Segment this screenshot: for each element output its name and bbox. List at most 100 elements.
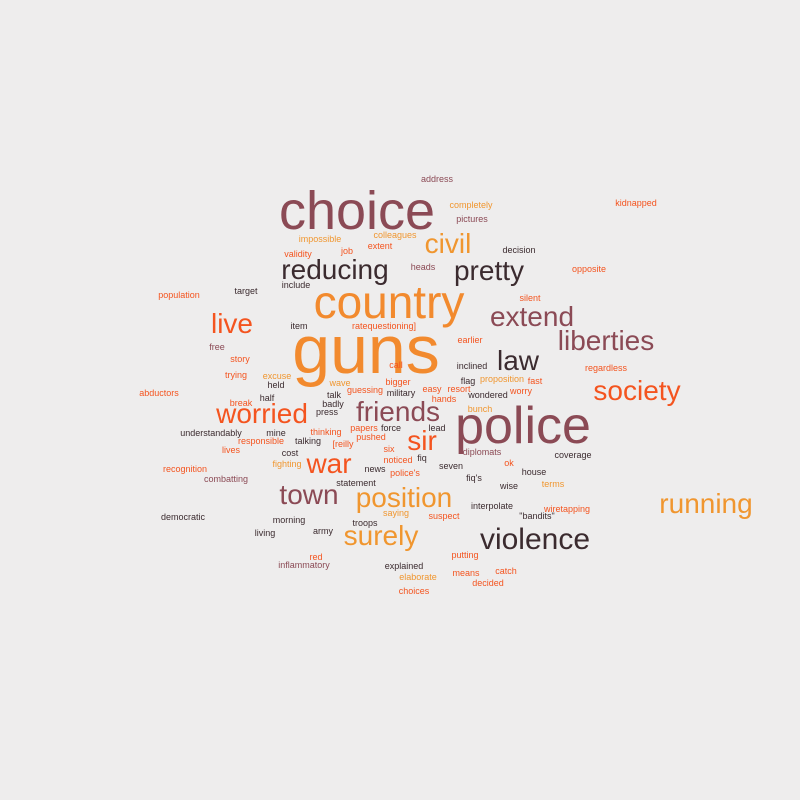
cloud-word: validity [284,249,312,259]
cloud-word: wiretapping [543,504,590,514]
cloud-word: fiq's [466,473,482,483]
cloud-word: violence [480,523,590,556]
cloud-word: troops [352,518,378,528]
cloud-word: wave [328,378,350,388]
cloud-word: guns [292,312,439,388]
cloud-word: heads [411,262,436,272]
cloud-word: army [313,526,333,536]
cloud-word: press [316,407,339,417]
cloud-word: combatting [204,474,248,484]
cloud-word: understandably [180,428,242,438]
cloud-word: talk [327,390,342,400]
cloud-word: target [234,286,258,296]
cloud-word: proposition [480,374,524,384]
cloud-word: putting [451,550,478,560]
cloud-word: cost [282,448,299,458]
cloud-word: bigger [385,377,410,387]
cloud-word: "bandits" [519,511,554,521]
cloud-word: position [356,482,453,513]
cloud-word: earlier [457,335,482,345]
cloud-word: abductors [139,388,179,398]
cloud-word: explained [385,561,424,571]
cloud-word: [reilly [332,439,354,449]
cloud-word: country [314,276,465,328]
cloud-word: interpolate [471,501,513,511]
cloud-word: talking [295,436,321,446]
cloud-word: extent [368,241,393,251]
cloud-word: red [309,552,322,562]
cloud-word: resort [447,384,471,394]
cloud-word: means [452,568,480,578]
cloud-word: held [267,380,284,390]
cloud-word: democratic [161,512,206,522]
cloud-word: living [255,528,276,538]
cloud-word: half [260,393,275,403]
cloud-word: badly [322,399,344,409]
cloud-word: suspect [428,511,460,521]
cloud-word: guessing [347,385,383,395]
cloud-word: society [593,375,680,406]
cloud-word: worried [215,398,308,429]
cloud-word: fighting [272,459,301,469]
cloud-word: friends [356,396,440,427]
cloud-word: ok [504,458,514,468]
cloud-word: seven [439,461,463,471]
cloud-word: ratequestioning] [352,321,416,331]
cloud-word: trying [225,370,247,380]
cloud-word: inclined [457,361,488,371]
cloud-word: papers [350,423,378,433]
cloud-word: diplomats [463,447,502,457]
cloud-word: completely [449,200,493,210]
cloud-word: police's [390,468,420,478]
cloud-word: free [209,342,225,352]
cloud-word: wondered [467,390,508,400]
cloud-word: house [522,467,547,477]
cloud-word: hands [432,394,457,404]
cloud-word: wise [499,481,518,491]
cloud-word: impossible [299,234,342,244]
cloud-word: statement [336,478,376,488]
cloud-word: sir [407,425,437,456]
cloud-word: recognition [163,464,207,474]
cloud-word: population [158,290,200,300]
cloud-word: inflammatory [278,560,330,570]
cloud-word: live [211,308,253,339]
cloud-word: running [659,488,752,519]
cloud-word: item [290,321,307,331]
cloud-word: colleagues [373,230,417,240]
cloud-word: war [305,448,351,479]
cloud-word: regardless [585,363,628,373]
cloud-word: terms [542,479,565,489]
cloud-word: choice [279,181,435,241]
cloud-word: bunch [468,404,493,414]
cloud-word: choices [399,586,430,596]
cloud-word: worry [509,386,532,396]
cloud-word: noticed [383,455,412,465]
cloud-word: job [340,246,353,256]
cloud-word: news [364,464,386,474]
cloud-word: police [455,397,591,455]
cloud-word: surely [344,520,419,551]
cloud-word: civil [425,228,472,259]
cloud-word: responsible [238,436,284,446]
cloud-word: reducing [281,254,388,285]
cloud-word: decision [502,245,535,255]
cloud-word: decided [472,578,504,588]
cloud-word: excuse [263,371,292,381]
cloud-word: force [381,423,401,433]
cloud-word: call [389,360,403,370]
cloud-word: military [387,388,416,398]
cloud-word: pushed [356,432,386,442]
word-cloud-words: guns choice country police violence runn… [139,174,752,596]
cloud-word: address [421,174,454,184]
cloud-word: fiq [417,453,427,463]
cloud-word: extend [490,301,574,332]
cloud-word: pretty [454,255,524,286]
cloud-word: silent [519,293,541,303]
cloud-word: liberties [558,325,654,356]
cloud-word: six [384,444,395,454]
cloud-word: opposite [572,264,606,274]
cloud-word: morning [273,515,306,525]
